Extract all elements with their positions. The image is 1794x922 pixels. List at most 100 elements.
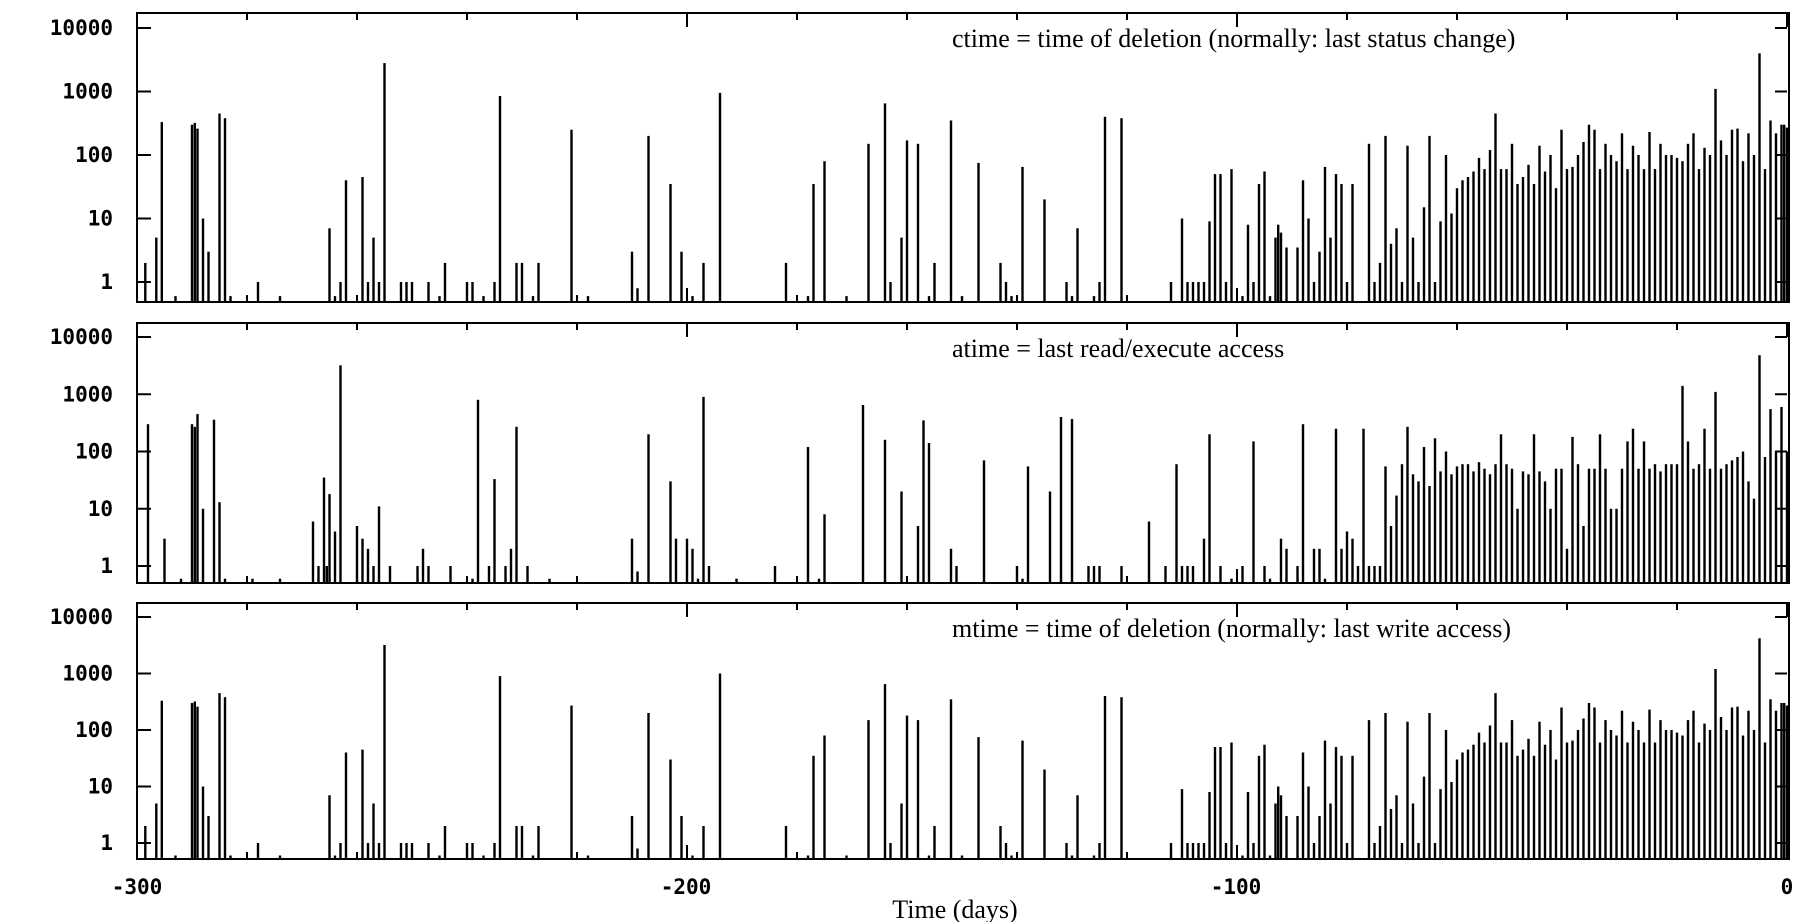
histogram-bar: [647, 135, 650, 302]
histogram-bar: [1697, 169, 1701, 302]
histogram-bar: [707, 566, 711, 583]
histogram-bar: [1296, 566, 1299, 583]
histogram-bar: [1780, 407, 1783, 583]
histogram-bar: [1466, 177, 1470, 302]
y-tick-label: 10: [88, 207, 113, 231]
histogram-bar: [416, 566, 419, 583]
histogram-bar: [1604, 720, 1607, 859]
histogram-bar: [735, 578, 738, 583]
histogram-bar: [1472, 171, 1475, 302]
histogram-bar: [1279, 538, 1283, 583]
histogram-bar: [1571, 166, 1574, 302]
histogram-bar: [1565, 548, 1569, 583]
histogram-bar: [1428, 713, 1431, 859]
histogram-bar: [333, 531, 337, 583]
histogram-bar: [1653, 169, 1657, 302]
histogram-bar: [1263, 566, 1266, 583]
histogram-bar: [256, 843, 260, 859]
histogram-bar: [1202, 282, 1206, 302]
histogram-bar: [537, 826, 540, 859]
histogram-bar: [680, 816, 683, 859]
histogram-bar: [1450, 782, 1453, 859]
histogram-bar: [1719, 140, 1723, 302]
histogram-bar: [1422, 447, 1426, 583]
histogram-bar: [1301, 424, 1305, 583]
histogram-bar: [1549, 730, 1552, 859]
histogram-bar: [1230, 169, 1233, 302]
histogram-bar: [1219, 174, 1222, 302]
histogram-bar: [1664, 155, 1668, 302]
x-tick-labels: -300 -200 -100 0: [112, 875, 1794, 899]
histogram-bar: [1780, 124, 1783, 302]
y-tick-label: 100: [75, 143, 113, 167]
histogram-bar: [1554, 759, 1558, 859]
histogram-bar: [1736, 457, 1739, 583]
histogram-bar: [1340, 184, 1343, 302]
histogram-bar: [487, 566, 491, 583]
histogram-bar: [1367, 566, 1371, 583]
histogram-bar: [1395, 228, 1398, 302]
histogram-bar: [1307, 786, 1310, 859]
histogram-bar: [1378, 262, 1382, 302]
histogram-bar: [1417, 282, 1420, 302]
histogram-bar: [1455, 759, 1459, 859]
histogram-bar: [1587, 468, 1591, 583]
histogram-bar: [1010, 296, 1013, 302]
histogram-bar: [1510, 468, 1514, 583]
histogram-bar: [1400, 843, 1404, 859]
histogram-bar: [1780, 703, 1783, 859]
histogram-bar: [1758, 355, 1761, 583]
histogram-bar: [1345, 282, 1349, 302]
histogram-bar: [146, 424, 150, 583]
histogram-bar: [1659, 143, 1662, 302]
histogram-bar: [1444, 730, 1448, 859]
histogram-bar: [1670, 730, 1673, 859]
histogram-bar: [1642, 742, 1646, 859]
histogram-bar: [1406, 145, 1409, 302]
histogram-bar: [1631, 428, 1635, 583]
histogram-bar: [1224, 843, 1228, 859]
histogram-bar: [1197, 282, 1200, 302]
histogram-bar: [1681, 385, 1684, 583]
histogram-bar: [1483, 742, 1486, 859]
histogram-bar: [1565, 169, 1569, 302]
histogram-bar: [1648, 132, 1651, 302]
histogram-bar: [861, 405, 865, 583]
histogram-bar: [465, 843, 469, 859]
histogram-bar: [1318, 251, 1321, 302]
histogram-bar: [410, 282, 414, 302]
histogram-bar: [1560, 468, 1563, 583]
histogram-bar: [1697, 464, 1701, 583]
histogram-bar: [1494, 113, 1497, 302]
histogram-bar: [1378, 826, 1382, 859]
panel-frame: [136, 322, 1790, 584]
histogram-bar: [647, 434, 650, 583]
histogram-bar: [1384, 466, 1387, 583]
histogram-bar: [361, 538, 364, 583]
histogram-bar: [372, 566, 375, 583]
histogram-bar: [1659, 471, 1662, 583]
histogram-bar: [1351, 184, 1354, 302]
panel-mtime: 1 10 100 1000 10000 mtime = time of deletion…: [50, 602, 1790, 860]
histogram-bar: [1626, 742, 1629, 859]
histogram-bar: [1230, 578, 1233, 583]
histogram-bar: [1593, 129, 1596, 302]
histogram-bar: [1241, 566, 1244, 583]
histogram-bar: [1637, 730, 1640, 859]
histogram-bar: [333, 296, 337, 302]
histogram-bar: [1653, 742, 1657, 859]
histogram-bar: [193, 122, 196, 303]
histogram-bar: [812, 184, 815, 302]
histogram-bar: [1615, 735, 1618, 859]
histogram-bar: [251, 578, 254, 583]
histogram-bar: [218, 502, 221, 583]
histogram-bar: [1483, 468, 1486, 583]
panel-title: ctime = time of deletion (normally: last…: [952, 24, 1515, 53]
histogram-bar: [1686, 720, 1690, 859]
histogram-bar: [427, 566, 430, 583]
histogram-bar: [867, 143, 870, 302]
histogram-bar: [1477, 462, 1481, 583]
histogram-bar: [1417, 481, 1420, 583]
histogram-bar: [1785, 127, 1789, 302]
histogram-bar: [718, 673, 722, 859]
